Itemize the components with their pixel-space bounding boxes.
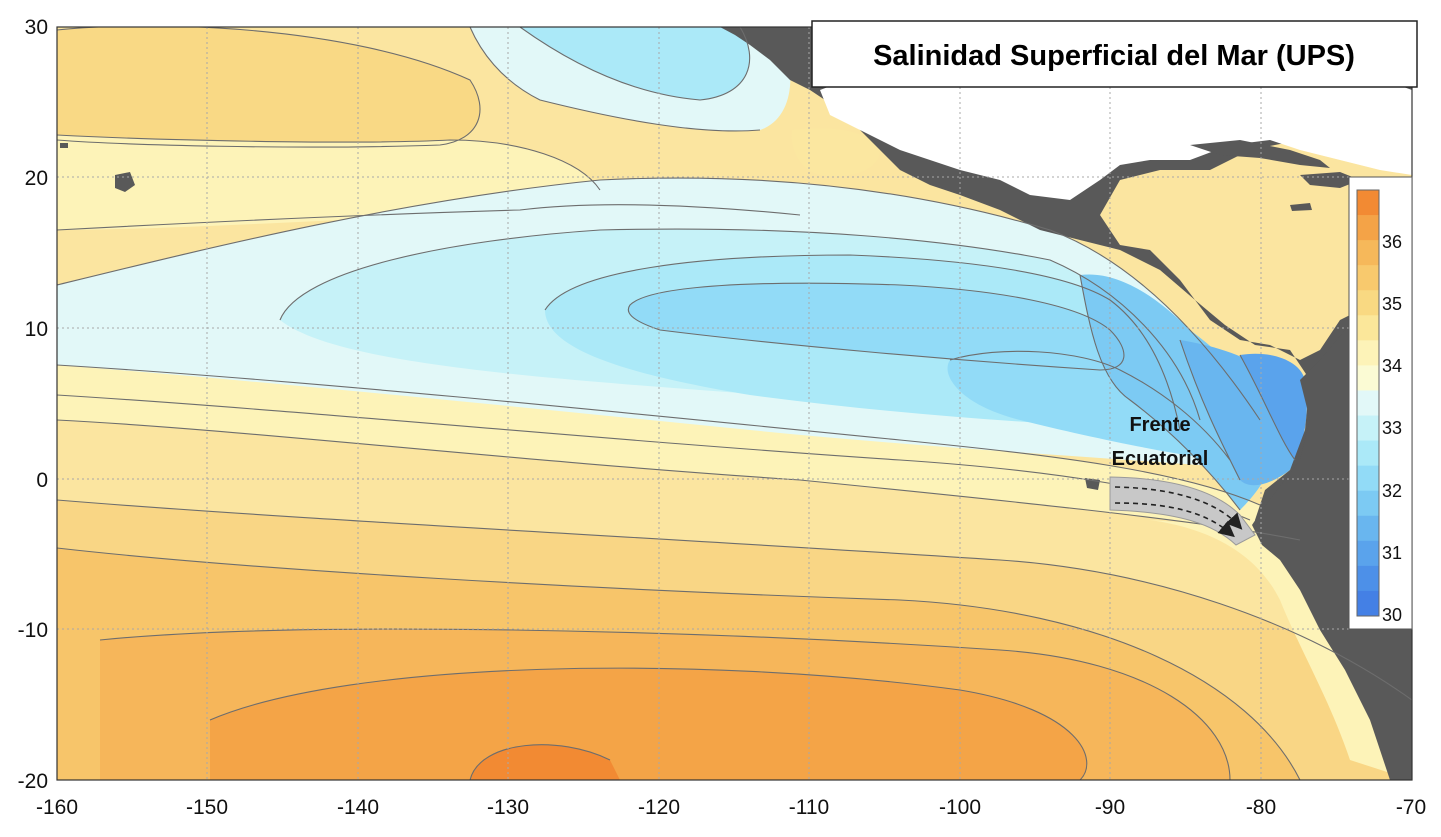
colorbar-frame: [1356, 189, 1380, 617]
x-tick-label: -80: [1246, 796, 1276, 819]
colorbar-swatch: [1357, 565, 1379, 592]
y-tick-label: 30: [25, 16, 48, 39]
x-tick-label: -130: [487, 796, 529, 819]
colorbar-swatch: [1357, 415, 1379, 442]
colorbar-swatch: [1357, 490, 1379, 517]
colorbar-label-31: 31: [1382, 543, 1402, 563]
map-title: Salinidad Superficial del Mar (UPS): [873, 40, 1355, 72]
y-tick-label: 0: [36, 469, 48, 492]
colorbar-swatch: [1357, 215, 1379, 241]
colorbar-label-35: 35: [1382, 294, 1402, 314]
band-north-33-top: [520, 27, 750, 100]
x-tick-label: -100: [939, 796, 981, 819]
colorbar-swatch: [1357, 315, 1379, 341]
y-tick-label: 10: [25, 318, 48, 341]
colorbar-swatch: [1357, 590, 1379, 617]
colorbar-label-30: 30: [1382, 605, 1402, 625]
colorbar-label-32: 32: [1382, 481, 1402, 501]
land-jamaica: [1290, 203, 1312, 211]
colorbar-swatch: [1357, 390, 1379, 417]
colorbar-swatch: [1357, 365, 1379, 391]
land-cuba: [1190, 140, 1330, 168]
colorbar-swatch: [1357, 440, 1379, 467]
colorbar-swatch: [1357, 340, 1379, 366]
land-hispaniola: [1300, 172, 1360, 188]
y-tick-label: -10: [18, 619, 48, 642]
x-tick-label: -120: [638, 796, 680, 819]
y-axis: 30 20 10 0 -10 -20: [18, 16, 48, 793]
band-north-33-4: [628, 283, 1124, 370]
band-coastal-pale: [1150, 520, 1412, 780]
colorbar-swatch: [1357, 290, 1379, 316]
x-tick-label: -90: [1095, 796, 1125, 819]
band-equatorial-pale: [57, 365, 1300, 540]
band-north-yellow: [57, 27, 480, 148]
band-panama-31: [1240, 353, 1307, 460]
y-tick-label: -20: [18, 770, 48, 793]
band-baja-patch: [791, 128, 880, 177]
x-tick-label: -70: [1396, 796, 1426, 819]
colorbar-label-36: 36: [1382, 232, 1402, 252]
colorbar-swatch: [1357, 540, 1379, 567]
colorbar-swatch: [1357, 515, 1379, 542]
colorbar-swatch: [1357, 265, 1379, 291]
colorbar-label-34: 34: [1382, 356, 1402, 376]
band-south-36-4: [210, 668, 1087, 780]
x-axis: -160 -150 -140 -130 -120 -110 -100 -90 -…: [36, 796, 1426, 819]
annotation-line2: Ecuatorial: [1112, 448, 1209, 470]
annotation-line1: Frente: [1129, 414, 1190, 436]
x-tick-label: -140: [337, 796, 379, 819]
x-tick-label: -110: [789, 796, 829, 819]
colorbar-swatch: [1357, 465, 1379, 492]
band-panama-33-2: [947, 351, 1230, 460]
colorbar-swatch: [1357, 240, 1379, 266]
x-tick-label: -160: [36, 796, 78, 819]
contour-lines: [57, 27, 1412, 780]
land-hawaii-small: [60, 143, 68, 148]
title-box: Salinidad Superficial del Mar (UPS): [811, 20, 1418, 88]
colorbar-swatches: [1356, 189, 1380, 617]
colorbar: 36 35 34 33 32 31 30: [1348, 176, 1413, 630]
equatorial-front-arrow: [1109, 476, 1256, 546]
x-tick-label: -150: [186, 796, 228, 819]
colorbar-label-33: 33: [1382, 418, 1402, 438]
colorbar-swatch: [1357, 190, 1379, 216]
land-hawaii-big: [115, 172, 135, 192]
graticule: [57, 27, 1412, 780]
y-tick-label: 20: [25, 167, 48, 190]
